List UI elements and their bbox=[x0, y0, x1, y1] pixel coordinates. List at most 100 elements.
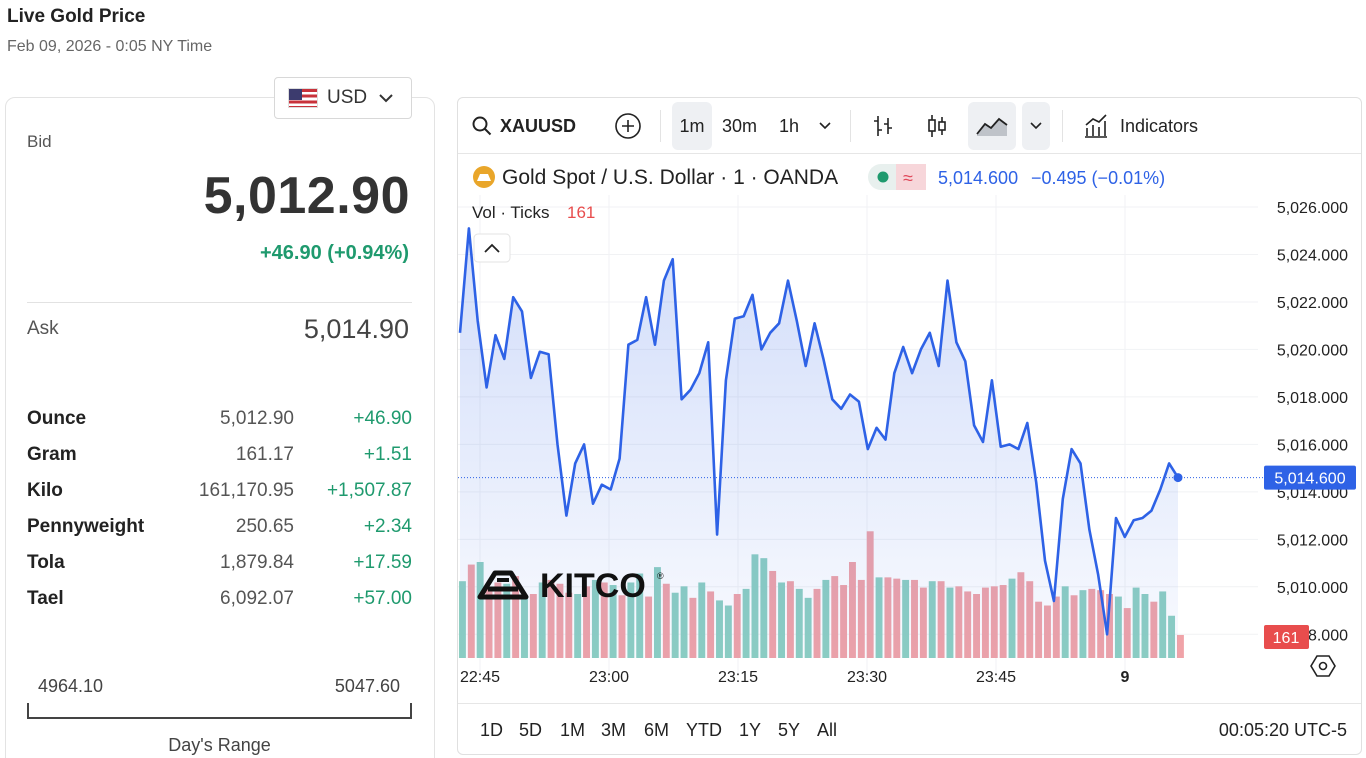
legend-change: −0.495 (−0.01%) bbox=[1031, 168, 1165, 188]
x-tick-label: 23:30 bbox=[847, 669, 887, 686]
chart-settings-button[interactable] bbox=[1310, 655, 1336, 677]
unit-name: Tola bbox=[27, 552, 65, 573]
indicators-button[interactable]: Indicators bbox=[1082, 102, 1198, 150]
timezone-clock[interactable]: 00:05:20 UTC-5 bbox=[1218, 720, 1347, 740]
range-bar: 1D 5D 1M 3M 6M YTD 1Y 5Y All 00:05:20 UT… bbox=[458, 703, 1361, 754]
price-chart[interactable]: KITCO ® 5,026.000 5,024.000 5,022.000 5,020… bbox=[458, 155, 1362, 703]
range-ytd[interactable]: YTD bbox=[686, 720, 722, 740]
chevron-down-icon bbox=[379, 90, 393, 107]
y-tick-label: 5,026.000 bbox=[1277, 200, 1348, 217]
y-tick-label: 5,016.000 bbox=[1277, 437, 1348, 454]
volume-tag bbox=[1264, 625, 1309, 649]
volume-bar bbox=[1176, 634, 1184, 658]
unit-change: +17.59 bbox=[353, 552, 412, 573]
unit-price: 250.65 bbox=[235, 516, 294, 537]
last-price-marker bbox=[1173, 473, 1183, 483]
unit-change: +46.90 bbox=[353, 408, 412, 429]
compare-button[interactable] bbox=[614, 102, 642, 150]
table-row: Ounce 5,012.90 +46.90 bbox=[27, 404, 412, 440]
chevron-down-icon bbox=[819, 122, 831, 130]
unit-change: +2.34 bbox=[363, 516, 412, 537]
unit-change: +1,507.87 bbox=[326, 480, 412, 501]
kitco-logo: KITCO ® bbox=[477, 567, 664, 605]
interval-dropdown[interactable] bbox=[818, 102, 832, 150]
bars-icon bbox=[874, 116, 892, 136]
interval-1m[interactable]: 1m bbox=[672, 102, 712, 150]
day-range-label: Day's Range bbox=[168, 735, 271, 755]
unit-name: Pennyweight bbox=[27, 516, 145, 537]
day-range-bar bbox=[27, 703, 412, 719]
area-chart-icon bbox=[976, 117, 1008, 136]
chevron-up-icon bbox=[484, 243, 500, 253]
interval-1h[interactable]: 1h bbox=[779, 115, 800, 136]
range-1d[interactable]: 1D bbox=[480, 720, 504, 740]
unit-name: Gram bbox=[27, 444, 77, 465]
legend-price: 5,014.600 bbox=[938, 168, 1018, 188]
table-row: Kilo 161,170.95 +1,507.87 bbox=[27, 476, 412, 512]
day-range-low: 4964.10 bbox=[38, 676, 104, 696]
svg-text:®: ® bbox=[657, 571, 664, 581]
indicators-label: Indicators bbox=[1120, 115, 1199, 136]
chart-toolbar: XAUUSD 1m 30m 1h Indicators bbox=[458, 98, 1361, 154]
current-price-tag bbox=[1264, 465, 1356, 490]
y-tick-label: 5,022.000 bbox=[1277, 295, 1348, 312]
ask-label: Ask bbox=[27, 318, 59, 339]
x-tick-label: 23:15 bbox=[718, 669, 758, 686]
kitco-wordmark: KITCO bbox=[540, 567, 646, 605]
candles-icon bbox=[928, 115, 946, 137]
current-price-tag-label: 5,014.600 bbox=[1274, 471, 1345, 488]
interval-30m[interactable]: 30m bbox=[722, 115, 758, 136]
volume-value: 161 bbox=[567, 203, 595, 222]
unit-name: Kilo bbox=[27, 480, 63, 501]
range-all[interactable]: All bbox=[817, 720, 838, 740]
chevron-down-icon bbox=[1030, 122, 1042, 130]
x-tick-label: 23:00 bbox=[589, 669, 629, 686]
unit-change: +57.00 bbox=[353, 588, 412, 609]
candles-style-button[interactable] bbox=[925, 102, 949, 150]
table-row: Tael 6,092.07 +57.00 bbox=[27, 584, 412, 620]
x-tick-label: 22:45 bbox=[460, 669, 500, 686]
unit-name: Tael bbox=[27, 588, 64, 609]
unit-price: 1,879.84 bbox=[220, 552, 294, 573]
collapse-legend-button[interactable] bbox=[473, 233, 511, 263]
unit-price: 5,012.90 bbox=[220, 408, 294, 429]
approx-icon: ≈ bbox=[903, 168, 913, 188]
currency-select[interactable]: USD bbox=[274, 77, 412, 119]
day-range-high: 5047.60 bbox=[334, 676, 400, 696]
bid-label: Bid bbox=[27, 132, 52, 151]
symbol-label: XAUUSD bbox=[500, 115, 577, 136]
symbol-search-button[interactable]: XAUUSD bbox=[472, 102, 576, 150]
price-line bbox=[458, 227, 1180, 636]
page-timestamp: Feb 09, 2026 - 0:05 NY Time bbox=[7, 38, 213, 55]
table-row: Tola 1,879.84 +17.59 bbox=[27, 548, 412, 584]
volume-tag-label: 161 bbox=[1273, 630, 1300, 647]
table-row: Pennyweight 250.65 +2.34 bbox=[27, 512, 412, 548]
y-tick-label: 5,012.000 bbox=[1277, 532, 1348, 549]
area-style-button[interactable] bbox=[968, 102, 1016, 150]
y-tick-label: 5,018.000 bbox=[1277, 390, 1348, 407]
chart-style-dropdown[interactable] bbox=[1022, 102, 1050, 150]
unit-name: Ounce bbox=[27, 408, 87, 429]
x-tick-label: 9 bbox=[1121, 669, 1130, 686]
plus-circle-icon bbox=[615, 113, 641, 139]
bar-style-button[interactable] bbox=[871, 102, 895, 150]
unit-price: 161,170.95 bbox=[198, 480, 294, 501]
range-3m[interactable]: 3M bbox=[601, 720, 627, 740]
range-5y[interactable]: 5Y bbox=[778, 720, 801, 740]
range-1y[interactable]: 1Y bbox=[739, 720, 762, 740]
y-tick-label: 5,010.000 bbox=[1277, 580, 1348, 597]
range-1m[interactable]: 1M bbox=[560, 720, 586, 740]
table-row: Gram 161.17 +1.51 bbox=[27, 440, 412, 476]
divider bbox=[27, 302, 412, 303]
indicators-icon bbox=[1085, 114, 1107, 138]
ask-price: 5,014.90 bbox=[303, 314, 409, 344]
bid-change: +46.90 (+0.94%) bbox=[260, 242, 409, 264]
price-area-fill bbox=[460, 228, 1178, 658]
volume-label: Vol · Ticks bbox=[472, 203, 549, 222]
unit-price-table: Ounce 5,012.90 +46.90 Gram 161.17 +1.51 … bbox=[27, 404, 412, 620]
y-tick-label: 5,020.000 bbox=[1277, 342, 1348, 359]
range-6m[interactable]: 6M bbox=[644, 720, 670, 740]
currency-label: USD bbox=[327, 87, 368, 108]
market-status-badge[interactable]: ≈ bbox=[868, 164, 926, 190]
range-5d[interactable]: 5D bbox=[519, 720, 543, 740]
